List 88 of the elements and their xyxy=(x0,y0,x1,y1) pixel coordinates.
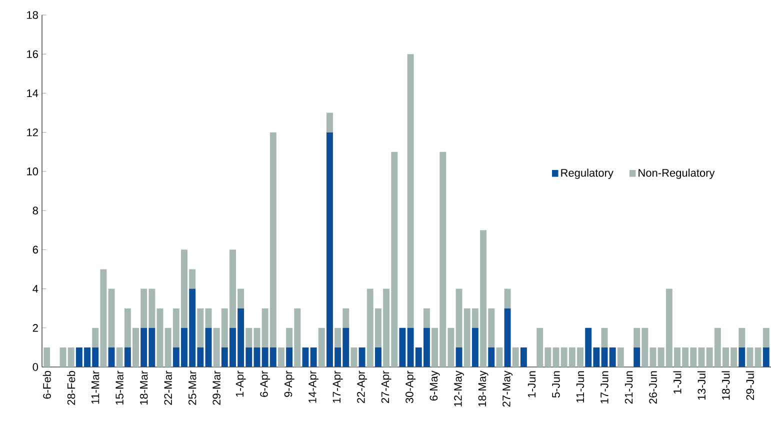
x-tick-label: 18-Jul xyxy=(722,371,730,400)
bar xyxy=(601,328,608,348)
legend-label: Regulatory xyxy=(561,168,614,179)
x-tick-label: 17-Apr xyxy=(332,370,343,403)
y-tick-label: 6 xyxy=(32,246,38,254)
bar xyxy=(116,347,123,367)
bar xyxy=(746,347,754,367)
x-tick-label: 28-Feb xyxy=(67,371,76,405)
bar xyxy=(205,308,212,328)
x-tick-label: 27-Apr xyxy=(381,370,392,403)
bar xyxy=(504,308,511,367)
bar xyxy=(205,328,212,367)
bar xyxy=(197,308,204,348)
y-tick-label: 4 xyxy=(32,285,38,293)
bar xyxy=(374,347,382,367)
bar xyxy=(278,347,284,367)
bar xyxy=(350,347,358,367)
bar xyxy=(472,328,478,367)
x-tick-label: 1-Jul xyxy=(673,371,682,394)
bar xyxy=(108,347,115,367)
bar xyxy=(108,288,115,348)
bar xyxy=(302,347,309,367)
x-tick-label: 12-May xyxy=(454,370,464,406)
bar xyxy=(44,347,50,367)
y-tick-label: 10 xyxy=(27,168,38,176)
y-tick-label: 8 xyxy=(32,206,38,214)
bar xyxy=(326,112,333,132)
x-tick-label: 6-Apr xyxy=(260,370,270,397)
y-tick-label: 12 xyxy=(27,128,38,136)
y-tick-label: 2 xyxy=(32,324,38,332)
bar xyxy=(68,347,74,367)
x-tick-label: 21-Jun xyxy=(624,371,633,404)
bar xyxy=(423,308,430,328)
x-tick-label: 17-Jun xyxy=(600,371,608,404)
x-tick-label: 14-Apr xyxy=(308,370,318,403)
bar xyxy=(520,347,527,367)
bar xyxy=(650,347,656,367)
y-tick-label: 18 xyxy=(27,11,38,19)
bar xyxy=(156,308,164,367)
bar xyxy=(738,328,746,348)
x-tick-label: 5-Jun xyxy=(552,371,560,398)
bar xyxy=(634,347,640,367)
bar xyxy=(310,347,317,367)
bar xyxy=(342,308,350,328)
legend-label: Non-Regulatory xyxy=(638,168,715,179)
x-tick-label: 30-Apr xyxy=(406,370,416,404)
bar xyxy=(456,347,462,367)
bar xyxy=(738,347,746,367)
y-tick-label: 0 xyxy=(32,363,38,371)
x-tick-label: 25-Mar xyxy=(188,370,196,405)
bar xyxy=(762,328,770,348)
bar xyxy=(358,347,366,367)
x-tick-label: 29-Jul xyxy=(746,371,754,400)
x-tick-label: 29-Mar xyxy=(212,370,220,405)
bar xyxy=(617,347,624,367)
y-tick-label: 14 xyxy=(27,89,38,98)
bar xyxy=(762,347,770,367)
bar xyxy=(488,347,495,367)
x-tick-label: 11-Jun xyxy=(576,371,584,403)
y-tick-label: 16 xyxy=(27,50,38,58)
bar xyxy=(124,347,131,367)
bar xyxy=(504,288,511,308)
bar xyxy=(318,328,325,367)
bar xyxy=(512,347,519,367)
x-tick-label: 11-Mar xyxy=(92,370,100,404)
bar xyxy=(286,347,293,367)
x-tick-label: 18-May xyxy=(478,370,488,406)
bar xyxy=(609,347,616,367)
x-tick-label: 26-Jun xyxy=(649,371,657,404)
bar xyxy=(496,347,503,367)
x-tick-label: 9-Apr xyxy=(284,370,294,397)
x-tick-label: 1-Apr xyxy=(236,370,246,397)
x-tick-label: 18-Mar xyxy=(140,370,148,405)
bar xyxy=(754,347,762,367)
x-tick-label: 6-May xyxy=(430,370,440,401)
bar xyxy=(407,54,414,328)
bar xyxy=(334,328,342,348)
bar xyxy=(60,347,66,367)
x-tick-label: 27-May xyxy=(502,370,512,407)
x-tick-label: 6-Feb xyxy=(42,371,51,399)
bar xyxy=(601,347,608,367)
bar xyxy=(698,347,705,367)
x-tick-label: 1-Jun xyxy=(528,371,536,398)
bar xyxy=(399,328,406,367)
x-tick-label: 15-Mar xyxy=(116,370,124,405)
x-tick-label: 22-Apr xyxy=(357,370,368,403)
x-tick-label: 13-Jul xyxy=(697,371,706,400)
x-tick-label: 22-Mar xyxy=(164,370,172,405)
